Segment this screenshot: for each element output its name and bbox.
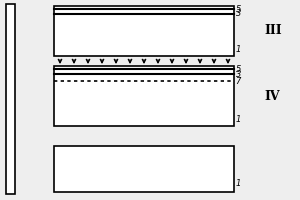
Bar bbox=[54, 6, 234, 56]
Text: 5: 5 bbox=[236, 64, 241, 73]
Bar bbox=[54, 146, 234, 192]
Text: 1: 1 bbox=[236, 178, 241, 188]
Bar bbox=[54, 66, 234, 126]
Text: 1: 1 bbox=[236, 116, 241, 124]
Text: IV: IV bbox=[264, 90, 280, 104]
Text: 7: 7 bbox=[236, 76, 241, 86]
Bar bbox=[6, 4, 15, 194]
Text: 5: 5 bbox=[236, 4, 241, 14]
Text: III: III bbox=[264, 24, 282, 38]
Text: 3: 3 bbox=[236, 70, 241, 79]
Text: 1: 1 bbox=[236, 45, 241, 53]
Text: 3: 3 bbox=[236, 9, 241, 19]
